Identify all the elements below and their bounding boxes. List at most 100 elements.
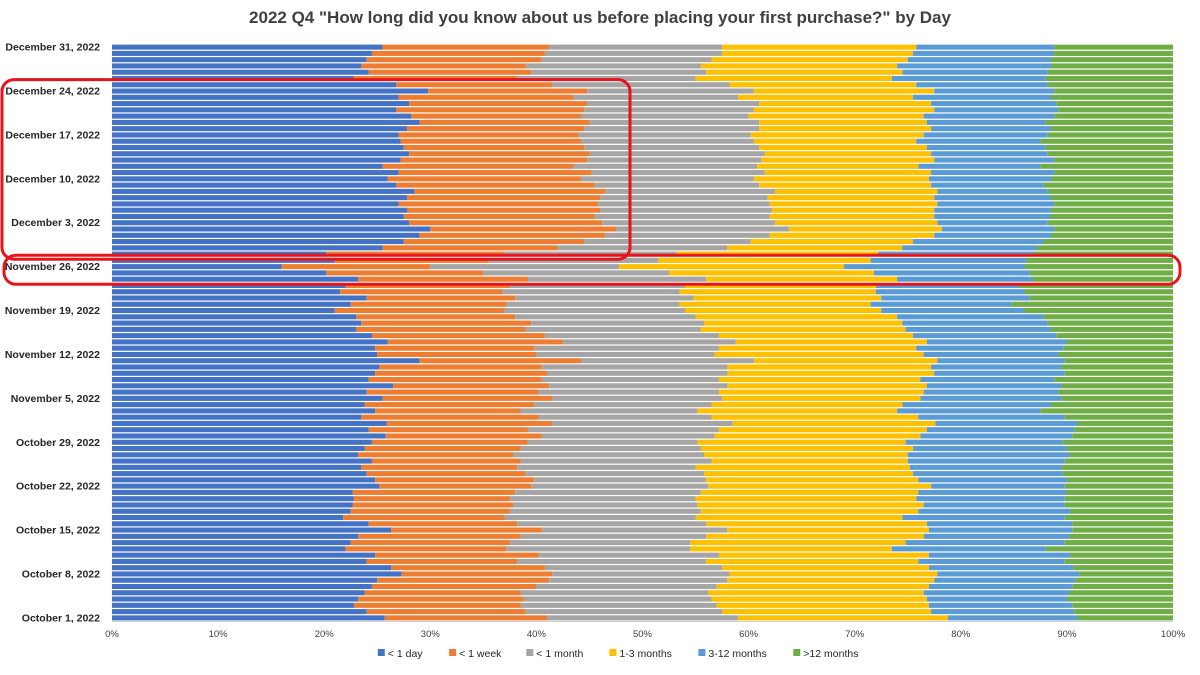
bar-segment [589, 151, 765, 157]
bar-segment [382, 163, 574, 169]
bar-segment [112, 163, 383, 169]
bar-segment [112, 496, 354, 502]
bar-segment [923, 389, 1059, 395]
bar-segment [718, 552, 929, 558]
bar-segment [913, 94, 1051, 100]
bar-segment [1050, 176, 1173, 182]
bar-segment [112, 345, 376, 351]
bar-segment [873, 270, 1030, 276]
bar-segment [112, 333, 372, 339]
x-tick-label: 90% [1057, 629, 1077, 640]
bar-segment [918, 558, 1065, 564]
bar-segment [923, 502, 1065, 508]
bar-segment [920, 395, 1062, 401]
bar-segment [1045, 75, 1173, 82]
bar-segment [708, 483, 932, 489]
bar-segment [1029, 270, 1173, 276]
bar-segment [509, 508, 701, 514]
bar-segment [697, 502, 924, 508]
bar-segment [580, 138, 754, 144]
y-tick-label: November 5, 2022 [11, 393, 100, 405]
bar-segment [409, 101, 588, 107]
y-tick-label: October 22, 2022 [16, 481, 100, 493]
bar-segment [918, 414, 1065, 420]
bar-segment [926, 119, 1046, 125]
bar-segment [704, 452, 908, 458]
bar-segment [112, 521, 369, 527]
bar-segment [584, 126, 760, 132]
bar-segment [1050, 63, 1173, 69]
bar-segment [1064, 358, 1173, 364]
bar-segment [1061, 364, 1173, 370]
bar-segment [1073, 565, 1173, 571]
bar-segment [934, 213, 1051, 220]
bar-segment [403, 213, 595, 220]
bar-segment [406, 126, 585, 132]
bar-segment [504, 514, 696, 521]
bar-segment [541, 433, 715, 439]
bar-segment [1066, 339, 1173, 345]
bar-segment [931, 364, 1062, 370]
bar-segment [549, 383, 728, 389]
bar-segment [1024, 289, 1173, 295]
bar-segment [409, 220, 603, 226]
bar-segment [409, 151, 590, 157]
bar-segment [937, 571, 1080, 577]
bar-segment [931, 483, 1065, 489]
bar-segment [544, 333, 719, 339]
bar-segment [711, 596, 927, 602]
x-tick-label: 60% [739, 629, 759, 640]
bar-segment [679, 289, 876, 295]
y-tick-label: November 26, 2022 [5, 261, 100, 273]
bar-segment [591, 170, 765, 176]
bar-segment [112, 508, 351, 514]
y-tick-label: November 12, 2022 [5, 349, 100, 361]
bar-segment [1054, 50, 1173, 56]
y-tick-label: October 1, 2022 [22, 612, 100, 624]
bar-segment [690, 546, 892, 552]
bar-segment [1050, 57, 1173, 63]
bar-segment [517, 558, 707, 564]
bar-segment [112, 176, 388, 182]
bar-segment [580, 176, 754, 182]
bar-segment [706, 533, 924, 539]
bar-segment [1054, 201, 1173, 207]
bar-segment [366, 609, 526, 615]
bar-segment [920, 377, 1055, 383]
bar-segment [935, 420, 1078, 426]
x-tick-label: 40% [527, 629, 547, 640]
bar-segment [891, 546, 1046, 552]
bar-segment [1047, 151, 1173, 157]
bar-segment [379, 483, 532, 489]
bar-segment [525, 63, 701, 69]
bar-segment [334, 308, 505, 314]
bar-segment [1061, 464, 1173, 470]
bar-segment [396, 107, 585, 113]
bar-segment [112, 583, 372, 590]
bar-segment [684, 308, 882, 314]
bar-segment [600, 207, 772, 213]
bar-segment [916, 496, 1065, 502]
bar-segment [398, 132, 579, 138]
bar-segment [718, 345, 917, 351]
bar-segment [897, 276, 1033, 282]
bar-segment [112, 615, 385, 621]
bar-segment [400, 138, 581, 144]
bar-segment [552, 571, 730, 577]
bar-segment [549, 44, 723, 50]
bar-segment [112, 577, 378, 583]
bar-segment [1069, 452, 1173, 458]
bar-segment [375, 370, 548, 376]
bar-segment [711, 458, 908, 464]
bar-segment [1043, 239, 1173, 245]
bar-segment [928, 565, 1074, 571]
bar-segment [619, 264, 845, 270]
bar-segment [371, 458, 521, 464]
bar-segment [112, 502, 353, 508]
bar-segment [584, 144, 760, 151]
bar-segment [112, 239, 404, 245]
bar-segment [750, 132, 924, 138]
bar-segment [112, 308, 335, 314]
bar-segment [941, 226, 1055, 232]
bar-segment [368, 427, 528, 433]
